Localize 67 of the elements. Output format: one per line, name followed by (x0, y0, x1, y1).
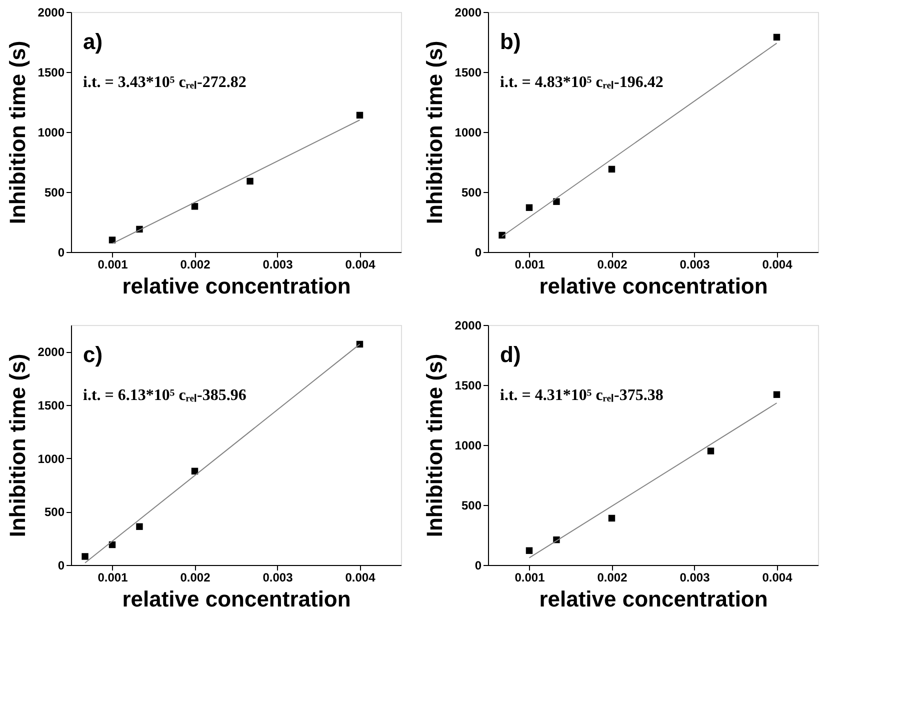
y-tick-label: 2000 (454, 6, 482, 20)
annotation: a) (83, 29, 103, 54)
y-tick-label: 500 (461, 186, 482, 200)
x-axis-title: relative concentration (539, 274, 768, 298)
y-tick-label: 2000 (38, 6, 65, 20)
y-tick-label: 1500 (454, 378, 482, 392)
x-tick-label: 0.002 (597, 570, 628, 584)
point (498, 232, 506, 239)
y-tick-label: 1000 (454, 126, 482, 140)
x-tick-label: 0.004 (762, 258, 793, 272)
point (773, 391, 780, 398)
x-tick-label: 0.003 (262, 570, 294, 584)
x-tick-label: 0.004 (345, 570, 376, 584)
x-tick-label: 0.002 (180, 258, 211, 272)
y-tick-label: 0 (58, 558, 65, 572)
point (773, 34, 780, 41)
y-tick-label: 1000 (454, 438, 482, 452)
y-axis-title: Inhibition time (s) (422, 40, 447, 224)
annotation: i.t. = 6.13*10⁵ cᵣₑₗ-385.96 (83, 387, 246, 404)
annotation: c) (83, 342, 103, 367)
annotation: i.t. = 3.43*10⁵ cᵣₑₗ-272.82 (83, 74, 246, 91)
x-tick-label: 0.002 (597, 258, 628, 272)
point (136, 523, 143, 530)
y-tick-label: 1000 (38, 126, 65, 140)
y-tick-label: 1500 (38, 66, 65, 80)
point (553, 198, 560, 205)
x-tick-label: 0.003 (680, 570, 710, 584)
y-tick-label: 0 (58, 246, 65, 260)
point (608, 166, 616, 173)
y-tick-label: 500 (44, 505, 65, 520)
y-axis-title: Inhibition time (s) (4, 354, 30, 538)
x-tick-label: 0.001 (514, 258, 546, 272)
annotation: i.t. = 4.31*10⁵ cᵣₑₗ-375.38 (500, 387, 664, 404)
point (246, 178, 254, 185)
y-tick-label: 1000 (38, 452, 65, 466)
point (526, 204, 533, 211)
annotation: i.t. = 4.83*10⁵ cᵣₑₗ-196.42 (500, 74, 664, 91)
y-axis-title: Inhibition time (s) (422, 354, 447, 538)
x-tick-label: 0.004 (345, 258, 376, 272)
y-tick-label: 500 (461, 498, 482, 512)
x-tick-label: 0.002 (180, 570, 211, 584)
point (608, 514, 616, 522)
x-tick-label: 0.001 (98, 258, 128, 272)
x-axis-title: relative concentration (122, 274, 351, 298)
x-tick-label: 0.001 (98, 570, 128, 584)
y-tick-label: 0 (474, 558, 482, 572)
y-tick-label: 500 (44, 186, 65, 200)
point (82, 553, 88, 560)
point (108, 236, 116, 244)
y-tick-label: 1500 (38, 398, 65, 412)
point (356, 112, 364, 119)
x-axis-title: relative concentration (539, 586, 768, 612)
x-tick-label: 0.003 (680, 258, 710, 272)
point (707, 448, 714, 454)
x-axis-title: relative concentration (122, 586, 351, 612)
y-axis-title: Inhibition time (s) (4, 40, 30, 224)
annotation: b) (500, 29, 521, 54)
point (526, 547, 533, 554)
x-tick-label: 0.004 (762, 570, 793, 584)
x-tick-label: 0.001 (514, 570, 546, 584)
y-tick-label: 1500 (454, 66, 482, 80)
x-tick-label: 0.003 (262, 258, 294, 272)
y-tick-label: 0 (474, 246, 482, 260)
y-tick-label: 2000 (454, 318, 482, 332)
y-tick-label: 2000 (38, 345, 65, 360)
point (191, 203, 198, 210)
annotation: d) (500, 342, 521, 367)
